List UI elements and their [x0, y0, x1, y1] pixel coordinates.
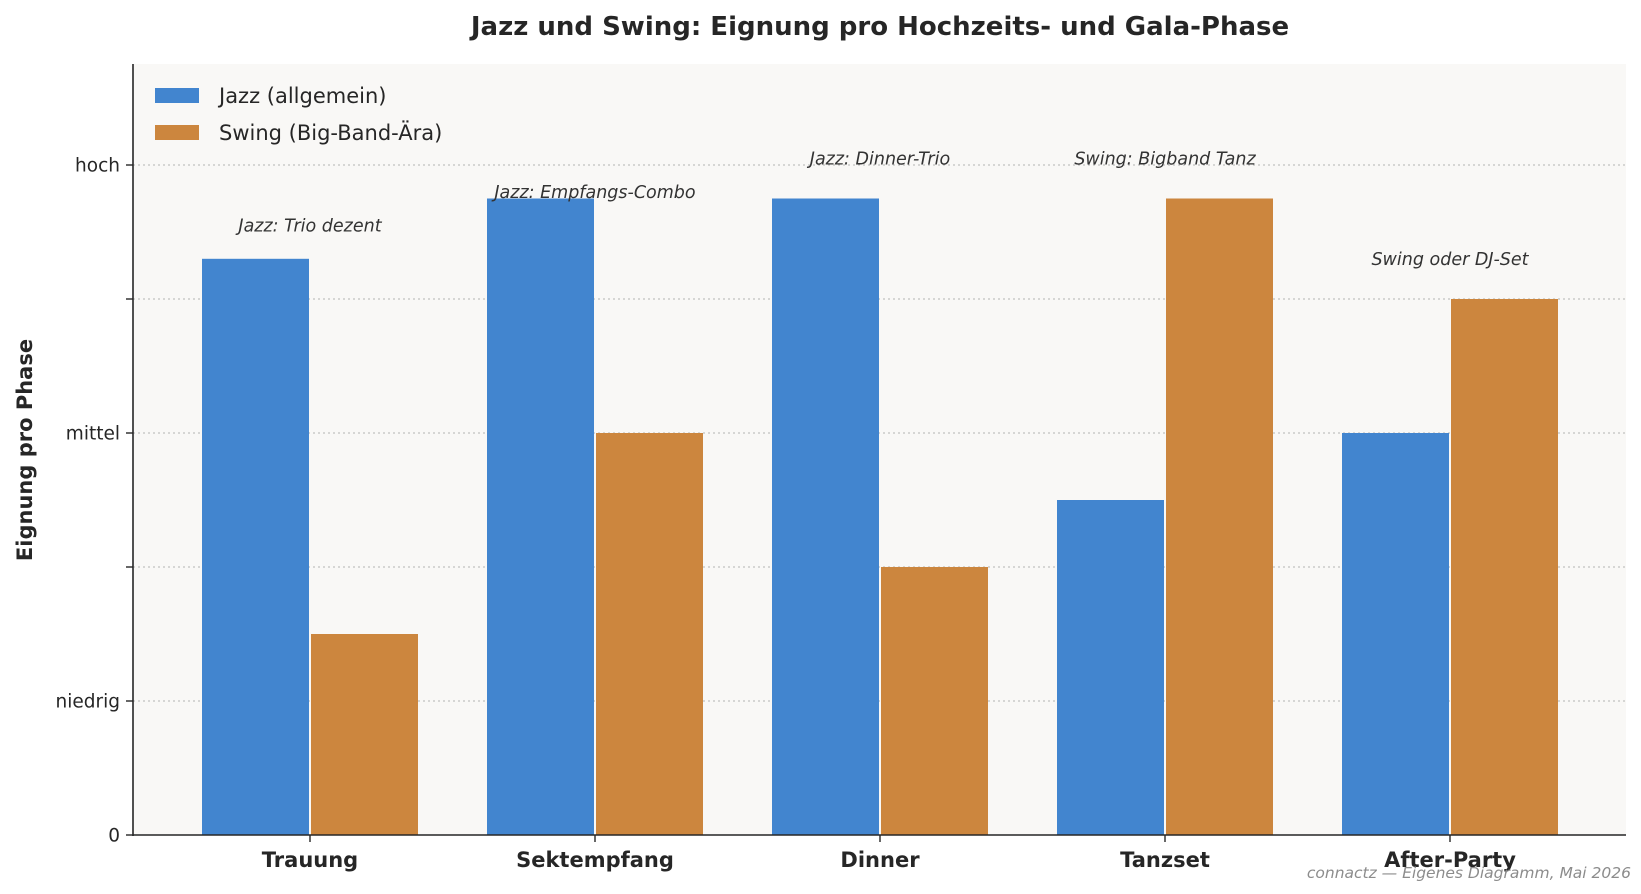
bar — [202, 258, 309, 835]
x-tick-label: Tanzset — [1120, 848, 1210, 872]
x-tick-label: Sektempfang — [516, 848, 674, 872]
y-tick-label: 0 — [108, 826, 120, 847]
y-tick-label: hoch — [75, 156, 120, 177]
annotations: Jazz: Trio dezent Jazz: Empfangs-Combo Jaz… — [235, 149, 1529, 269]
bar — [772, 198, 879, 835]
annotation-label: Jazz: Dinner-Trio — [807, 149, 950, 169]
bar — [487, 198, 594, 835]
legend-label-swing: Swing (Big-Band-Ära) — [219, 120, 442, 145]
annotation-label: Swing: Bigband Tanz — [1074, 149, 1256, 169]
annotation-label: Jazz: Empfangs-Combo — [491, 183, 695, 203]
y-axis-label: Eignung pro Phase — [13, 339, 37, 561]
y-tick-label: niedrig — [56, 692, 120, 713]
x-tick-label: Dinner — [840, 848, 920, 872]
legend-swatch-jazz — [155, 88, 199, 103]
footer-credit: connactz — Eigenes Diagramm, Mai 2026 — [1307, 864, 1631, 882]
annotation-label: Swing oder DJ-Set — [1371, 250, 1529, 270]
bar — [1057, 500, 1164, 835]
bar — [881, 567, 988, 835]
bars — [202, 198, 1558, 835]
y-tick-label: mittel — [66, 424, 120, 445]
legend-label-jazz: Jazz (allgemein) — [217, 84, 386, 108]
x-tick-label: After-Party — [1384, 848, 1516, 872]
legend-swatch-swing — [155, 125, 199, 140]
gridlines — [133, 164, 1626, 702]
bar — [1342, 433, 1449, 835]
annotation-label: Jazz: Trio dezent — [235, 216, 382, 236]
legend: Jazz (allgemein) Swing (Big-Band-Ära) — [155, 84, 442, 145]
bar — [1166, 198, 1273, 835]
bar — [311, 634, 418, 835]
bar — [1451, 299, 1558, 835]
bar — [596, 433, 703, 835]
chart-title: Jazz und Swing: Eignung pro Hochzeits- u… — [469, 12, 1289, 42]
y-axis-ticks: 0 niedrig mittel hoch — [56, 156, 133, 847]
x-tick-label: Trauung — [262, 848, 358, 872]
x-axis-ticks: Trauung Sektempfang Dinner Tanzset After-Par… — [262, 835, 1516, 872]
